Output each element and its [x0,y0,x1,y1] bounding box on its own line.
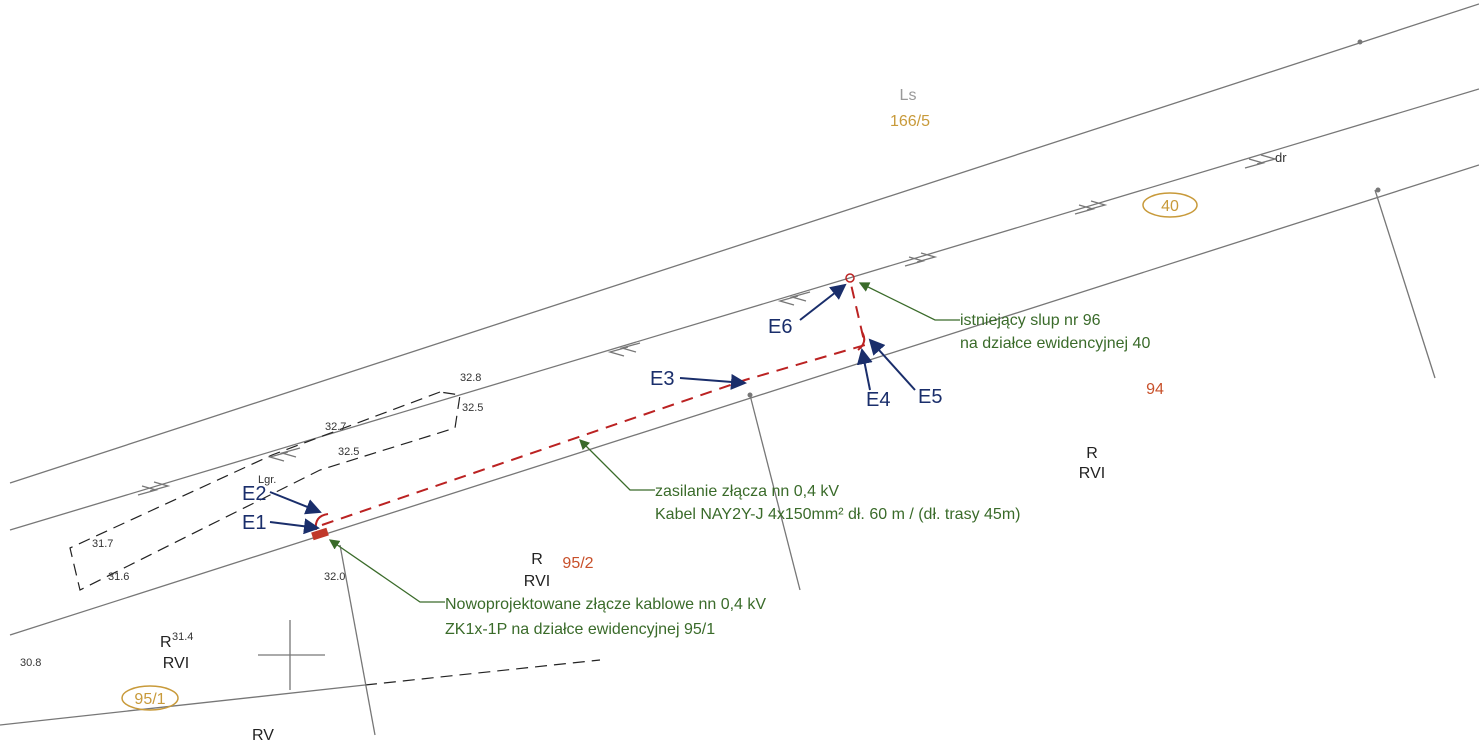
page: Ls 166/5 40 94 R RVI R 95/2 RVI 95/1 R R… [0,0,1479,746]
elevation: 32.5 [338,446,359,458]
annotation-line: na działce ewidencyjnej 40 [960,335,1150,352]
land-class: R [531,551,543,568]
land-class: R [160,634,172,651]
parcel-number: 95/2 [562,555,593,572]
land-subclass: RVI [163,655,189,672]
annotation-line: Nowoprojektowane złącze kablowe nn 0,4 k… [445,596,766,613]
ditch-label: dr [1275,150,1287,165]
parcel-number: 166/5 [890,113,930,130]
marker-label: E2 [242,483,266,505]
annotation-line: zasilanie złącza nn 0,4 kV [655,483,839,500]
marker-label: E3 [650,368,674,390]
parcel-number: 94 [1146,381,1164,398]
land-class: RV [252,727,274,744]
elevation: 32.8 [460,372,481,384]
elevation: 31.7 [92,538,113,550]
land-subclass: RVI [1079,465,1105,482]
elevation: 31.6 [108,571,129,583]
elevation: 32.5 [462,402,483,414]
land-subclass: RVI [524,573,550,590]
elevation: 31.4 [172,631,193,643]
elevation: 30.8 [20,657,41,669]
marker-label: E1 [242,512,266,534]
map: Ls 166/5 40 94 R RVI R 95/2 RVI 95/1 R R… [0,0,1479,746]
elevation: 32.7 [325,421,346,433]
parcel-number: 40 [1161,198,1179,215]
annotation-line: ZK1x-1P na działce ewidencyjnej 95/1 [445,621,715,638]
marker-label: E5 [918,386,942,408]
marker-label: E4 [866,389,890,411]
land-class: R [1086,445,1098,462]
linework [0,4,1479,735]
land-class: Ls [900,87,917,104]
marker-label: E6 [768,316,792,338]
elevation: 32.0 [324,571,345,583]
parcel-number: 95/1 [134,691,165,708]
annotation-line: Kabel NAY2Y-J 4x150mm² dł. 60 m / (dł. t… [655,506,1020,523]
annotation-line: istniejący slup nr 96 [960,312,1101,329]
